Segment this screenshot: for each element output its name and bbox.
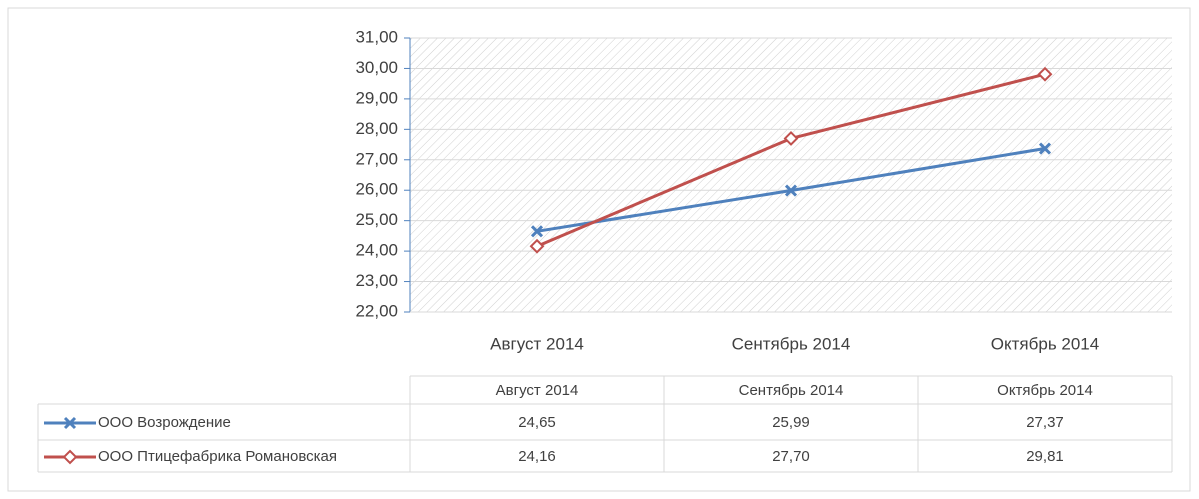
- marker: [62, 449, 78, 465]
- x-tick-label: Сентябрь 2014: [732, 334, 851, 353]
- marker-stroke: [530, 225, 544, 238]
- table-value: 25,99: [772, 414, 810, 431]
- table-header: Август 2014: [496, 382, 579, 399]
- plot-area: [410, 38, 1172, 312]
- y-tick-label: 29,00: [355, 88, 398, 107]
- y-tick-label: 28,00: [355, 119, 398, 138]
- y-tick-label: 23,00: [355, 271, 398, 290]
- marker-stroke: [63, 416, 77, 430]
- marker: [783, 131, 799, 146]
- y-tick-label: 24,00: [355, 241, 398, 260]
- legend-label: ООО Птицефабрика Романовская: [98, 448, 337, 465]
- marker: [530, 225, 544, 238]
- table-header: Сентябрь 2014: [739, 382, 844, 399]
- y-tick-label: 27,00: [355, 149, 398, 168]
- y-tick-label: 22,00: [355, 301, 398, 320]
- marker-stroke: [1038, 142, 1052, 155]
- table-value: 29,81: [1026, 448, 1064, 465]
- x-tick-label: Октябрь 2014: [991, 334, 1099, 353]
- marker-stroke: [784, 184, 798, 197]
- marker: [784, 184, 798, 197]
- y-tick-label: 26,00: [355, 180, 398, 199]
- marker: [63, 416, 77, 430]
- y-tick-label: 30,00: [355, 58, 398, 77]
- table-value: 27,70: [772, 448, 810, 465]
- table-header: Октябрь 2014: [997, 382, 1093, 399]
- marker: [529, 238, 545, 254]
- y-tick-label: 25,00: [355, 210, 398, 229]
- marker: [1038, 142, 1052, 155]
- legend-label: ООО Возрождение: [98, 414, 231, 431]
- marker: [1037, 66, 1053, 82]
- x-tick-label: Август 2014: [490, 334, 584, 353]
- table-value: 24,16: [518, 448, 556, 465]
- table-value: 27,37: [1026, 414, 1064, 431]
- y-tick-label: 31,00: [355, 27, 398, 46]
- table-value: 24,65: [518, 414, 556, 431]
